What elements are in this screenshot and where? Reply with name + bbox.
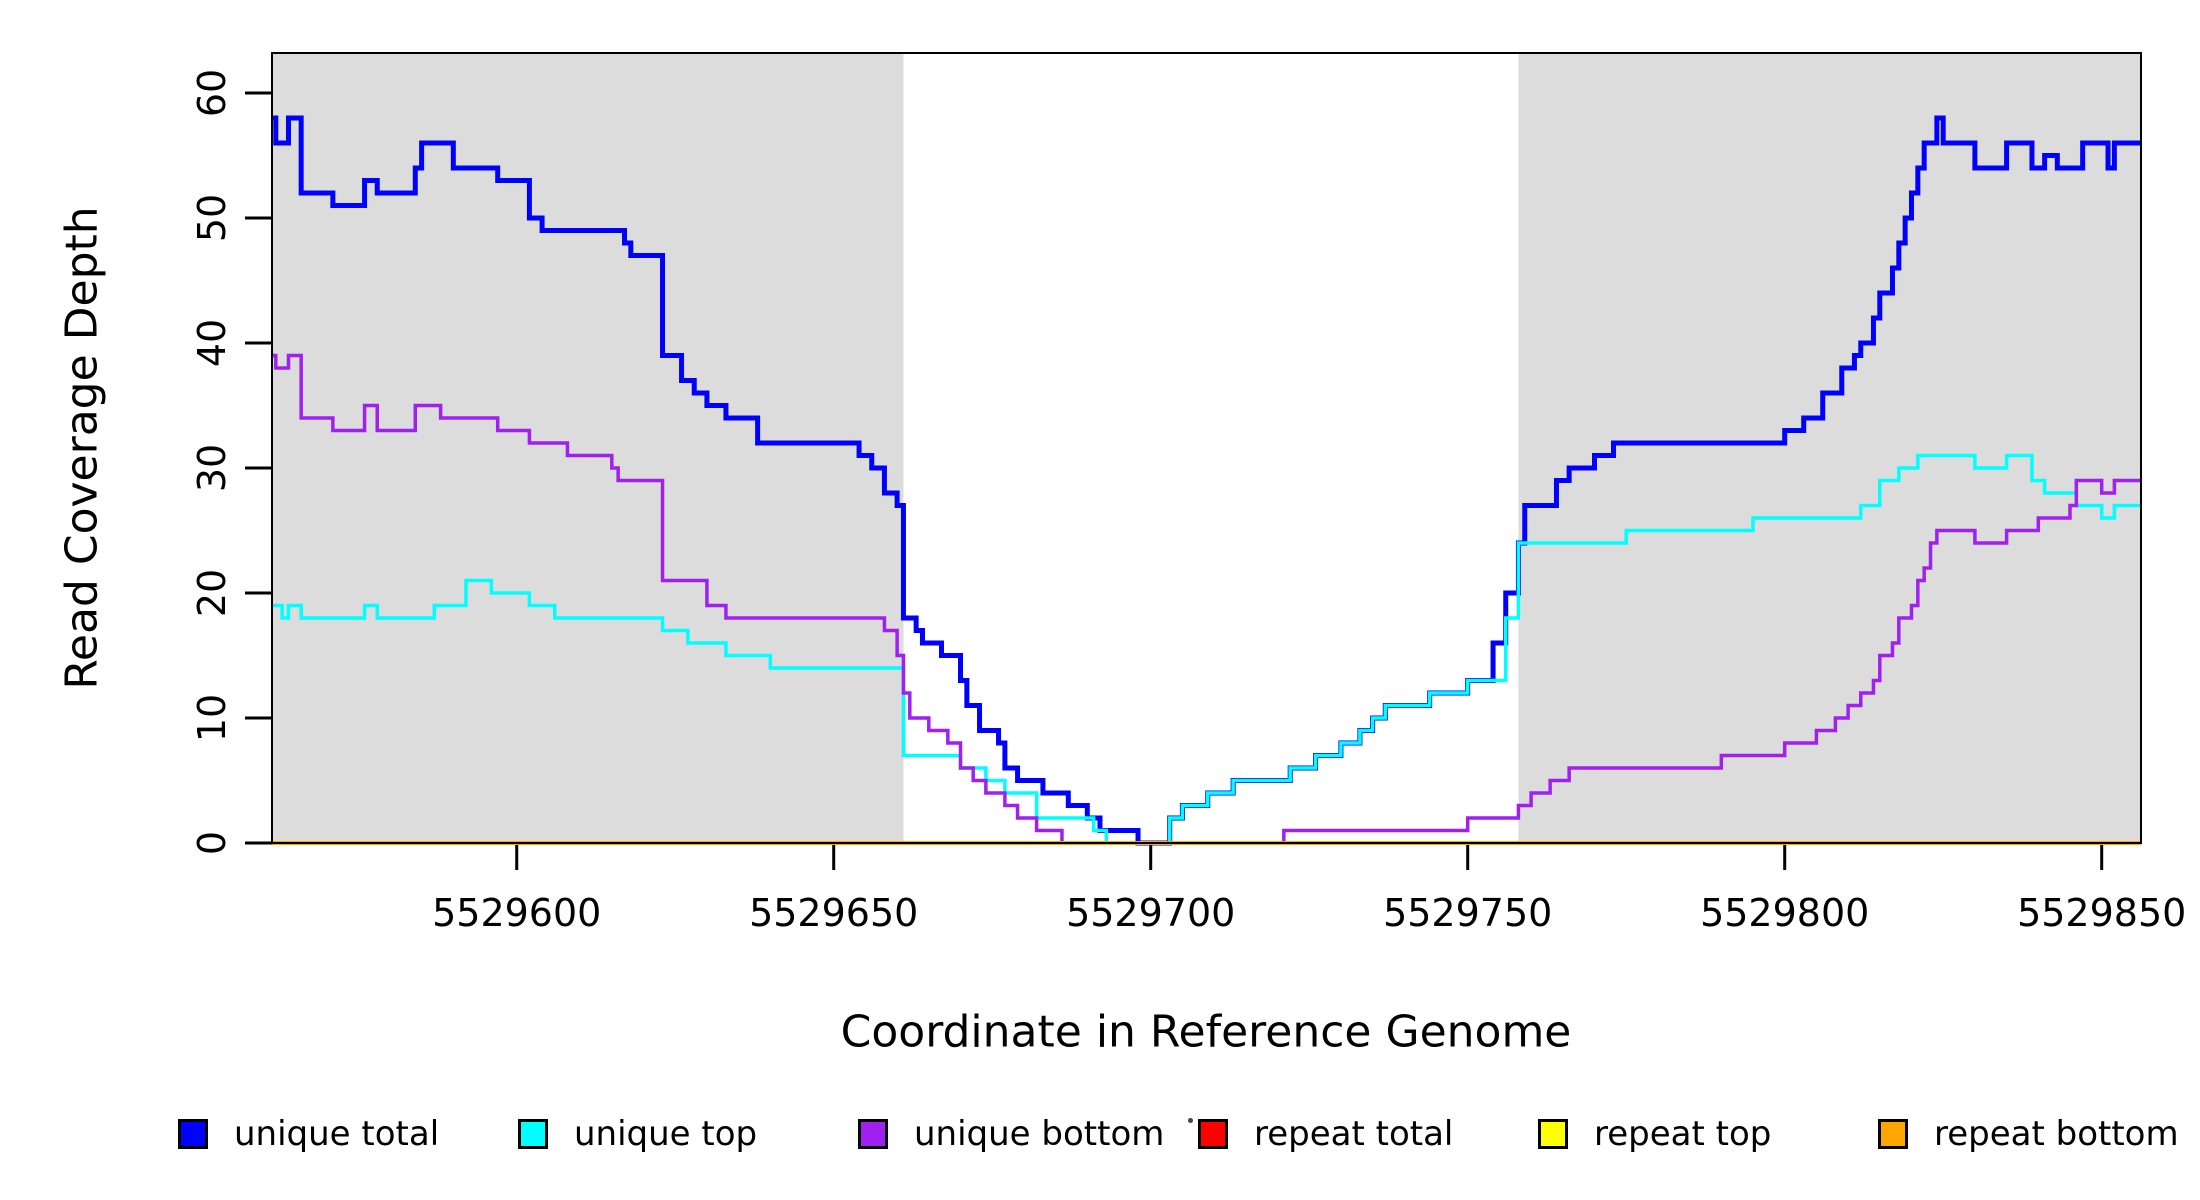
legend-swatch-icon — [1198, 1119, 1228, 1149]
x-tick-label: 5529600 — [432, 891, 602, 935]
x-tick-label: 5529800 — [1700, 891, 1870, 935]
highlight-region — [1518, 53, 2141, 843]
y-tick-label: 20 — [190, 568, 234, 618]
stray-dot — [1188, 1118, 1193, 1123]
x-axis-title: Coordinate in Reference Genome — [840, 1006, 1572, 1058]
legend-item-label: unique top — [574, 1114, 758, 1154]
series-line-unique-bottom — [272, 353, 2141, 845]
legend-item-unique-top: unique top — [518, 1108, 757, 1160]
x-tick-label: 5529650 — [749, 891, 919, 935]
x-tick-label: 5529700 — [1066, 891, 1236, 935]
legend: unique total unique top unique bottom repea… — [0, 1108, 2200, 1160]
highlight-region — [272, 53, 904, 843]
legend-item-unique-bottom: unique bottom — [858, 1108, 1164, 1160]
series-line-unique-top — [272, 453, 2141, 845]
legend-item-label: unique total — [234, 1114, 440, 1154]
legend-item-label: repeat top — [1594, 1114, 1772, 1154]
legend-swatch-icon — [1538, 1119, 1568, 1149]
legend-item-unique-total: unique total — [178, 1108, 439, 1160]
legend-item-label: repeat total — [1254, 1114, 1454, 1154]
y-axis-title: Read Coverage Depth — [56, 206, 108, 690]
x-tick-label: 5529850 — [2017, 891, 2187, 935]
legend-item-repeat-bottom: repeat bottom — [1878, 1108, 2179, 1160]
y-tick-label: 50 — [190, 193, 234, 243]
legend-swatch-icon — [178, 1119, 208, 1149]
y-tick-label: 60 — [190, 68, 234, 118]
y-tick-label: 0 — [190, 830, 234, 856]
legend-swatch-icon — [518, 1119, 548, 1149]
legend-item-repeat-top: repeat top — [1538, 1108, 1771, 1160]
legend-item-repeat-total: repeat total — [1198, 1108, 1453, 1160]
legend-item-label: unique bottom — [914, 1114, 1165, 1154]
y-tick-label: 30 — [190, 443, 234, 493]
x-tick-label: 5529750 — [1383, 891, 1553, 935]
legend-swatch-icon — [858, 1119, 888, 1149]
plot-border — [271, 52, 2142, 844]
legend-item-label: repeat bottom — [1934, 1114, 2179, 1154]
y-tick-label: 40 — [190, 318, 234, 368]
legend-swatch-icon — [1878, 1119, 1908, 1149]
y-tick-label: 10 — [190, 693, 234, 743]
